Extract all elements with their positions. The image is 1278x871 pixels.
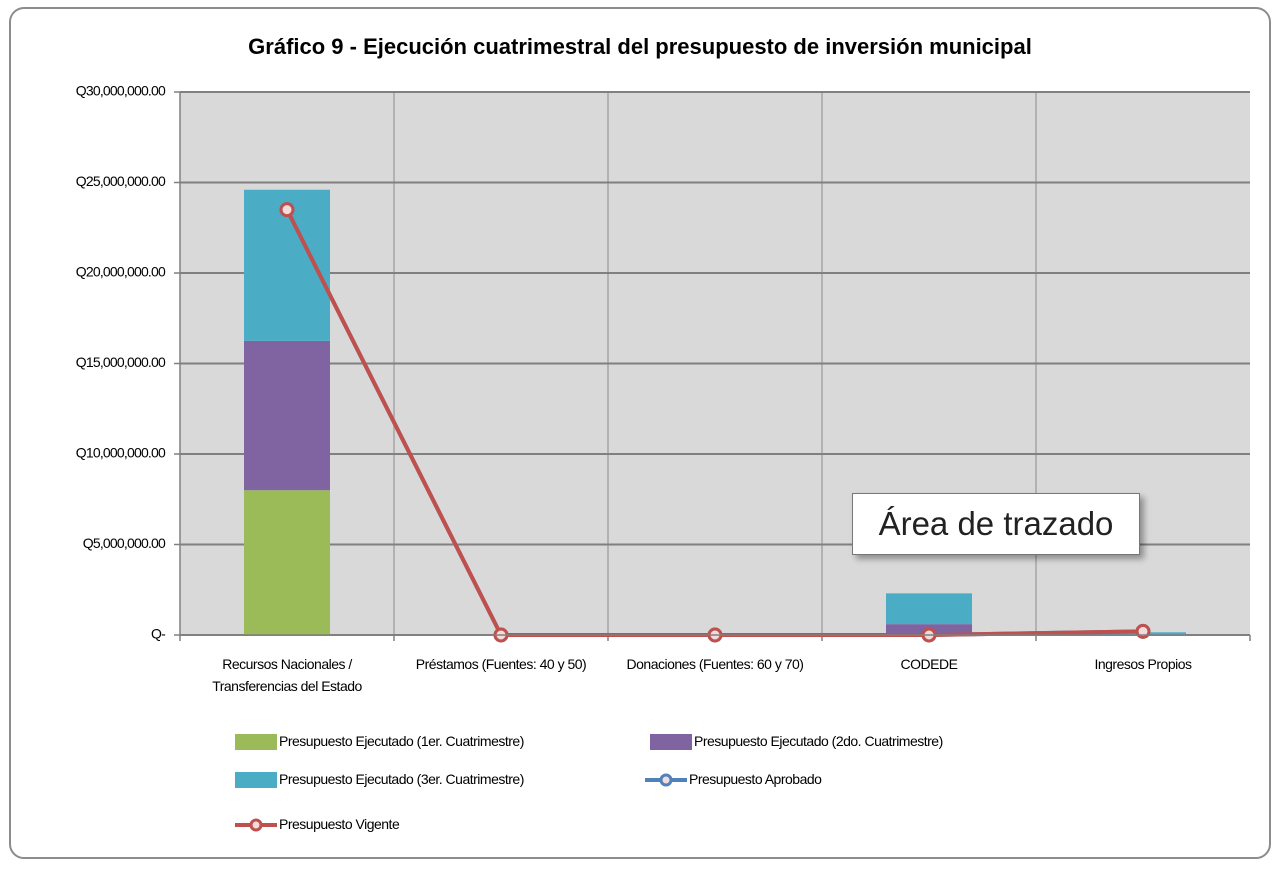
- x-tick-label: Ingresos Propios: [1094, 656, 1192, 672]
- legend-swatch: [235, 734, 277, 750]
- x-tick-label: Donaciones (Fuentes: 60 y 70): [626, 656, 804, 672]
- y-tick-label: Q5,000,000.00: [83, 535, 166, 551]
- y-tick-label: Q30,000,000.00: [76, 83, 166, 99]
- legend-label: Presupuesto Ejecutado (1er. Cuatrimestre…: [279, 733, 524, 749]
- legend-swatch: [249, 818, 263, 832]
- line-marker: [279, 202, 295, 218]
- legend-swatch: [235, 772, 277, 788]
- legend-swatch: [650, 734, 692, 750]
- bar: [244, 490, 330, 635]
- bar: [244, 340, 330, 491]
- legend-label: Presupuesto Ejecutado (3er. Cuatrimestre…: [279, 771, 524, 787]
- y-tick-label: Q10,000,000.00: [76, 445, 166, 461]
- y-tick-label: Q15,000,000.00: [76, 354, 166, 370]
- tooltip: Área de trazado: [852, 493, 1140, 555]
- x-tick-label: Recursos Nacionales / Transferencias del…: [212, 656, 362, 694]
- y-tick-label: Q20,000,000.00: [76, 264, 166, 280]
- y-tick-label: Q-: [151, 626, 166, 642]
- bar: [886, 593, 972, 625]
- legend-swatch: [659, 773, 673, 787]
- chart-title: Gráfico 9 - Ejecución cuatrimestral del …: [248, 34, 1032, 59]
- legend-label: Presupuesto Vigente: [279, 816, 400, 832]
- x-tick-label: Préstamos (Fuentes: 40 y 50): [415, 656, 587, 672]
- y-tick-label: Q25,000,000.00: [76, 173, 166, 189]
- legend-label: Presupuesto Aprobado: [689, 771, 822, 787]
- x-tick-label: CODEDE: [900, 656, 958, 672]
- legend-label: Presupuesto Ejecutado (2do. Cuatrimestre…: [694, 733, 943, 749]
